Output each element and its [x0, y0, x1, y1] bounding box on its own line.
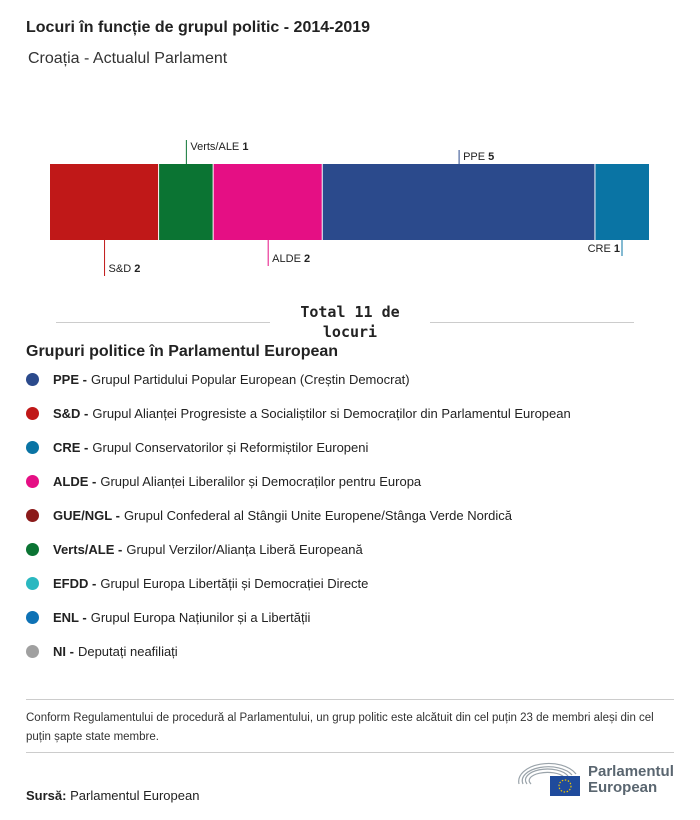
legend-title: Grupuri politice în Parlamentul European	[26, 343, 339, 360]
legend-abbr: NI -	[53, 644, 74, 659]
stacked-bar-chart: S&D 2 Verts/ALE 1 ALDE 2 PPE 5 CRE 1	[50, 140, 649, 276]
bar-segment-ALDE	[213, 164, 322, 240]
legend-name: Deputați neafiliați	[77, 644, 178, 659]
legend-item: Verts/ALE - Grupul Verzilor/Alianța Liber…	[26, 542, 363, 557]
legend-name: Grupul Alianței Progresiste a Socialiști…	[92, 406, 571, 421]
legend-name: Grupul Partidului Popular European (Creș…	[90, 372, 410, 387]
legend-abbr: GUE/NGL -	[53, 508, 120, 523]
data-label: Verts/ALE 1	[190, 141, 248, 153]
bar-segment-Verts/ALE	[159, 164, 213, 240]
source-value: Parlamentul European	[70, 788, 200, 803]
legend-item: PPE - Grupul Partidului Popular European …	[26, 372, 410, 387]
legend-dot	[26, 543, 39, 556]
legend-item: CRE - Grupul Conservatorilor și Reformișt…	[26, 440, 368, 455]
legend-name: Grupul Verzilor/Alianța Liberă Europeană	[126, 542, 363, 557]
legend-dot	[26, 509, 39, 522]
data-label: PPE 5	[463, 151, 494, 163]
legend-name: Grupul Conservatorilor și Reformiștilor …	[92, 440, 369, 455]
legend-item: S&D - Grupul Alianței Progresiste a Socia…	[26, 406, 571, 421]
legend-item: GUE/NGL - Grupul Confederal al Stângii Un…	[26, 508, 512, 523]
european-parliament-logo: Parlamentul European	[516, 762, 674, 798]
total-seats-label: Total 11 de locuri	[270, 302, 430, 342]
logo-text: Parlamentul	[588, 763, 674, 780]
legend-name: Grupul Confederal al Stângii Unite Europ…	[123, 508, 513, 523]
legend-abbr: CRE -	[53, 440, 89, 455]
legend-abbr: PPE -	[53, 372, 87, 387]
footnote: Conform Regulamentului de procedură al P…	[26, 712, 654, 743]
chart-subtitle: Croația - Actualul Parlament	[28, 50, 228, 67]
divider	[56, 322, 272, 323]
legend-name: Grupul Alianței Liberalilor și Democrați…	[100, 474, 422, 489]
legend-abbr: ENL -	[53, 610, 87, 625]
bar-segment-PPE	[322, 164, 595, 240]
data-label: S&D 2	[109, 263, 141, 275]
divider	[26, 699, 674, 700]
parliament-hemicycle-icon	[518, 762, 580, 796]
legend-abbr: S&D -	[53, 406, 89, 421]
divider	[418, 322, 634, 323]
legend-dot	[26, 611, 39, 624]
legend-dot	[26, 475, 39, 488]
data-label: CRE 1	[588, 243, 620, 255]
legend-dot	[26, 407, 39, 420]
legend-name: Grupul Europa Libertății și Democrației …	[100, 576, 369, 591]
legend-abbr: Verts/ALE -	[53, 542, 123, 557]
source-label: Sursă:	[26, 788, 67, 803]
legend-item: EFDD - Grupul Europa Libertății și Democr…	[26, 576, 368, 591]
legend-abbr: EFDD -	[53, 576, 97, 591]
chart-title: Locuri în funcție de grupul politic - 20…	[26, 19, 371, 36]
legend-item: ENL - Grupul Europa Națiunilor și a Liber…	[26, 610, 310, 625]
divider	[26, 752, 674, 753]
legend-dot	[26, 441, 39, 454]
legend-name: Grupul Europa Națiunilor și a Libertății	[90, 610, 311, 625]
bar-segment-CRE	[595, 164, 649, 240]
bar-segment-S&D	[50, 164, 159, 240]
source: Sursă: Parlamentul European	[26, 788, 199, 803]
legend-item: NI - Deputați neafiliați	[26, 644, 178, 659]
legend-dot	[26, 577, 39, 590]
legend-abbr: ALDE -	[53, 474, 97, 489]
logo-text: European	[588, 779, 658, 796]
legend-dot	[26, 645, 39, 658]
legend-dot	[26, 373, 39, 386]
legend-item: ALDE - Grupul Alianței Liberalilor și Dem…	[26, 474, 421, 489]
data-label: ALDE 2	[272, 253, 310, 265]
